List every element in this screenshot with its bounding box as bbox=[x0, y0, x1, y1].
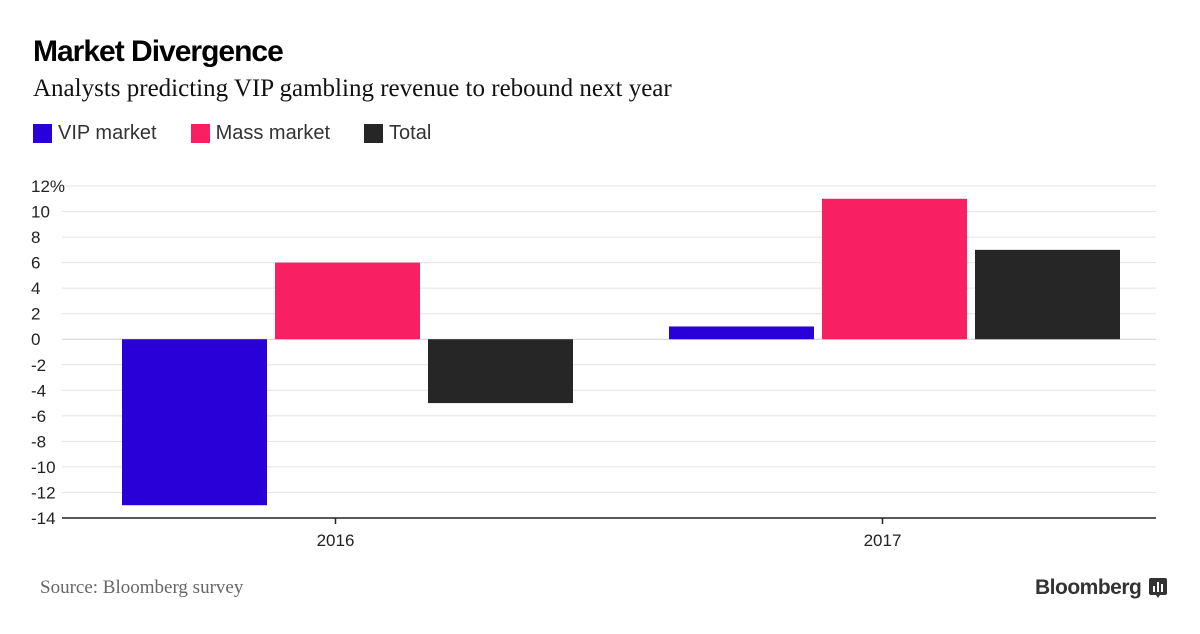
legend-swatch-total bbox=[364, 124, 384, 143]
y-tick-label: 12% bbox=[31, 177, 65, 196]
y-tick-label: -6 bbox=[31, 407, 46, 426]
y-tick-label: -2 bbox=[31, 356, 46, 375]
bar-mass-market bbox=[275, 262, 420, 340]
y-tick-label: 2 bbox=[31, 305, 40, 324]
y-tick-label: 8 bbox=[31, 228, 40, 247]
y-tick-label: -10 bbox=[31, 458, 56, 477]
legend-swatch-vip bbox=[33, 124, 52, 143]
y-tick-label: 10 bbox=[31, 203, 50, 222]
y-tick-label: -12 bbox=[31, 483, 56, 502]
legend-swatch-mass bbox=[190, 124, 210, 143]
legend-item-vip: VIP market bbox=[33, 122, 157, 145]
legend-item-mass: Mass market bbox=[190, 122, 331, 145]
legend-label-vip: VIP market bbox=[58, 122, 157, 144]
bar-mass-market bbox=[822, 198, 967, 340]
x-tick-label: 2016 bbox=[317, 531, 355, 550]
y-tick-label: -8 bbox=[31, 432, 46, 451]
brand-name: Bloomberg bbox=[1035, 576, 1142, 599]
bloomberg-logo: Bloomberg bbox=[1035, 576, 1168, 600]
y-tick-label: -4 bbox=[31, 381, 46, 400]
y-tick-label: 6 bbox=[31, 254, 40, 273]
chart-title: Market Divergence bbox=[33, 35, 284, 68]
chart-subtitle: Analysts predicting VIP gambling revenue… bbox=[33, 75, 672, 102]
legend-label-total: Total bbox=[389, 122, 432, 144]
y-tick-label: 0 bbox=[31, 330, 40, 349]
x-tick-label: 2017 bbox=[864, 531, 902, 550]
legend: VIP market Mass market Total bbox=[33, 122, 431, 145]
bar-total bbox=[428, 339, 573, 404]
source-note: Source: Bloomberg survey bbox=[40, 577, 244, 598]
legend-label-mass: Mass market bbox=[215, 122, 331, 144]
bar-vip-market bbox=[669, 326, 814, 340]
y-tick-label: 4 bbox=[31, 279, 40, 298]
y-tick-label: -14 bbox=[31, 509, 56, 528]
bar-vip-market bbox=[122, 339, 267, 506]
legend-item-total: Total bbox=[364, 122, 431, 145]
bloomberg-terminal-icon bbox=[1149, 578, 1168, 598]
bar-total bbox=[975, 249, 1120, 340]
